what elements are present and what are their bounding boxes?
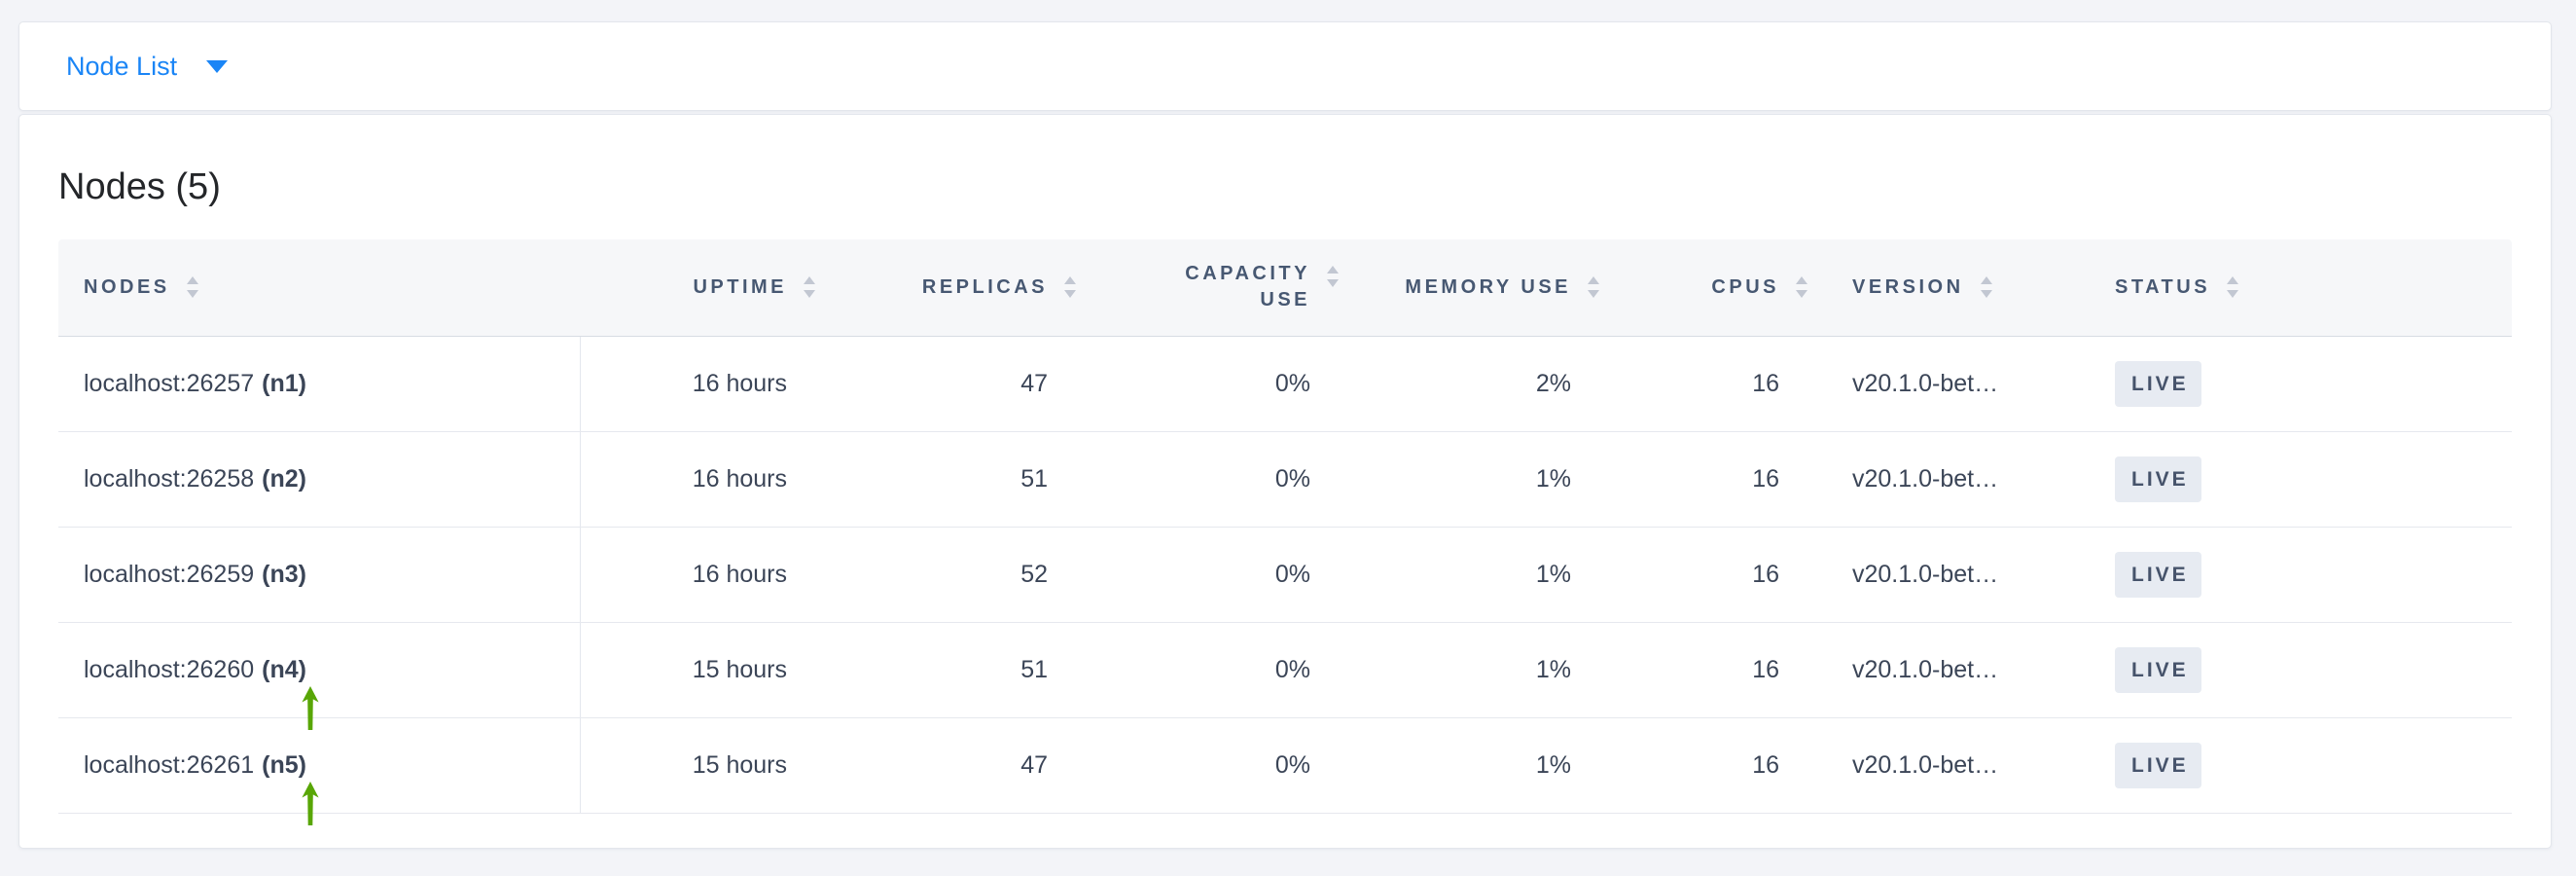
version-cell: v20.1.0-bet… [1852, 750, 1999, 779]
node-id: (n3) [262, 560, 306, 588]
capacity-use-cell: 0% [1274, 369, 1310, 397]
status-badge: LIVE [2115, 551, 2201, 598]
replicas-cell: 51 [1020, 655, 1048, 683]
memory-use-cell: 2% [1535, 369, 1571, 397]
node-name-cell[interactable]: localhost:26257 (n1) [58, 336, 581, 431]
sort-icon[interactable] [1980, 276, 1993, 299]
status-cell: LIVE [2061, 718, 2512, 813]
status-badge: LIVE [2115, 360, 2201, 407]
column-header-replicas[interactable]: REPLICAS [806, 239, 1076, 336]
memory-use-cell: 1% [1535, 655, 1571, 683]
column-header-uptime[interactable]: UPTIME [581, 239, 815, 336]
cpus-cell: 16 [1752, 560, 1779, 588]
replicas-cell: 52 [1020, 560, 1048, 588]
sort-icon[interactable] [1587, 276, 1600, 299]
uptime-cell: 15 hours [692, 655, 787, 683]
node-address: localhost:26257 [84, 369, 255, 397]
green-up-arrow-n4 [302, 686, 319, 730]
status-cell: LIVE [2061, 528, 2512, 622]
uptime-cell: 16 hours [692, 369, 787, 397]
column-header-label-line2: USE [1260, 289, 1310, 311]
replicas-cell: 47 [1020, 369, 1048, 397]
cpus-cell: 16 [1752, 750, 1779, 779]
sort-icon[interactable] [2226, 276, 2239, 299]
node-id: (n1) [262, 369, 306, 397]
node-address: localhost:26258 [84, 464, 255, 493]
sort-icon[interactable] [803, 276, 816, 299]
column-header-label: CPUS [1711, 275, 1779, 298]
uptime-cell: 15 hours [692, 750, 787, 779]
cpus-cell: 16 [1752, 464, 1779, 493]
column-header-memory-use[interactable]: MEMORY USE [1330, 239, 1599, 336]
sort-icon[interactable] [1326, 266, 1340, 288]
table-row-n5[interactable]: localhost:26261 (n5) 15 hours 47 0% 1% 1… [58, 717, 2512, 814]
version-cell: v20.1.0-bet… [1852, 464, 1999, 493]
capacity-use-cell: 0% [1274, 750, 1310, 779]
column-header-status[interactable]: STATUS [2061, 239, 2512, 336]
cpus-cell: 16 [1752, 369, 1779, 397]
uptime-cell: 16 hours [692, 560, 787, 588]
column-header-label: STATUS [2115, 275, 2211, 298]
table-row-n2[interactable]: localhost:26258 (n2) 16 hours 51 0% 1% 1… [58, 431, 2512, 528]
node-name-cell[interactable]: localhost:26258 (n2) [58, 431, 581, 527]
node-address: localhost:26260 [84, 655, 255, 683]
column-header-nodes[interactable]: NODES [58, 239, 581, 336]
nodes-card: Nodes (5) NODES UPTIME REPLICAS [18, 114, 2552, 849]
uptime-cell: 16 hours [692, 464, 787, 493]
status-badge: LIVE [2115, 742, 2201, 788]
cpus-cell: 16 [1752, 655, 1779, 683]
column-header-version[interactable]: VERSION [1799, 239, 2061, 336]
column-header-cpus[interactable]: CPUS [1591, 239, 1807, 336]
node-id: (n4) [262, 655, 306, 683]
status-cell: LIVE [2061, 432, 2512, 527]
version-cell: v20.1.0-bet… [1852, 369, 1999, 397]
version-cell: v20.1.0-bet… [1852, 560, 1999, 588]
status-badge: LIVE [2115, 456, 2201, 502]
replicas-cell: 51 [1020, 464, 1048, 493]
column-header-capacity-use[interactable]: CAPACITY USE [1067, 239, 1339, 336]
page-title: Nodes (5) [58, 166, 221, 207]
status-cell: LIVE [2061, 337, 2512, 431]
column-header-label-line1: CAPACITY [1185, 263, 1310, 285]
table-row-n1[interactable]: localhost:26257 (n1) 16 hours 47 0% 2% 1… [58, 336, 2512, 432]
memory-use-cell: 1% [1535, 560, 1571, 588]
column-header-label: UPTIME [693, 275, 787, 298]
capacity-use-cell: 0% [1274, 655, 1310, 683]
table-header-row: NODES UPTIME REPLICAS CAPACI [58, 238, 2512, 337]
capacity-use-cell: 0% [1274, 464, 1310, 493]
view-selector-bar: Node List [18, 21, 2552, 111]
memory-use-cell: 1% [1535, 750, 1571, 779]
node-address: localhost:26261 [84, 750, 255, 779]
status-cell: LIVE [2061, 623, 2512, 717]
sort-icon[interactable] [1063, 276, 1077, 299]
node-name-cell[interactable]: localhost:26259 (n3) [58, 527, 581, 622]
view-selector-label: Node List [66, 51, 178, 81]
nodes-table: NODES UPTIME REPLICAS CAPACI [58, 238, 2512, 814]
column-header-label: VERSION [1852, 275, 1964, 298]
capacity-use-cell: 0% [1274, 560, 1310, 588]
green-up-arrow-n5 [302, 782, 319, 825]
node-id: (n5) [262, 750, 306, 779]
table-row-n4[interactable]: localhost:26260 (n4) 15 hours 51 0% 1% 1… [58, 622, 2512, 718]
status-badge: LIVE [2115, 646, 2201, 693]
memory-use-cell: 1% [1535, 464, 1571, 493]
caret-down-icon [206, 59, 229, 73]
version-cell: v20.1.0-bet… [1852, 655, 1999, 683]
column-header-label: NODES [84, 275, 170, 298]
node-address: localhost:26259 [84, 560, 255, 588]
node-name-cell[interactable]: localhost:26260 (n4) [58, 622, 581, 717]
view-selector-dropdown[interactable]: Node List [66, 51, 229, 82]
replicas-cell: 47 [1020, 750, 1048, 779]
sort-icon[interactable] [1795, 276, 1808, 299]
column-header-label: MEMORY USE [1405, 275, 1571, 298]
node-id: (n2) [262, 464, 306, 493]
sort-icon[interactable] [186, 276, 199, 299]
node-name-cell[interactable]: localhost:26261 (n5) [58, 717, 581, 813]
column-header-label: REPLICAS [921, 275, 1048, 298]
table-row-n3[interactable]: localhost:26259 (n3) 16 hours 52 0% 1% 1… [58, 527, 2512, 623]
